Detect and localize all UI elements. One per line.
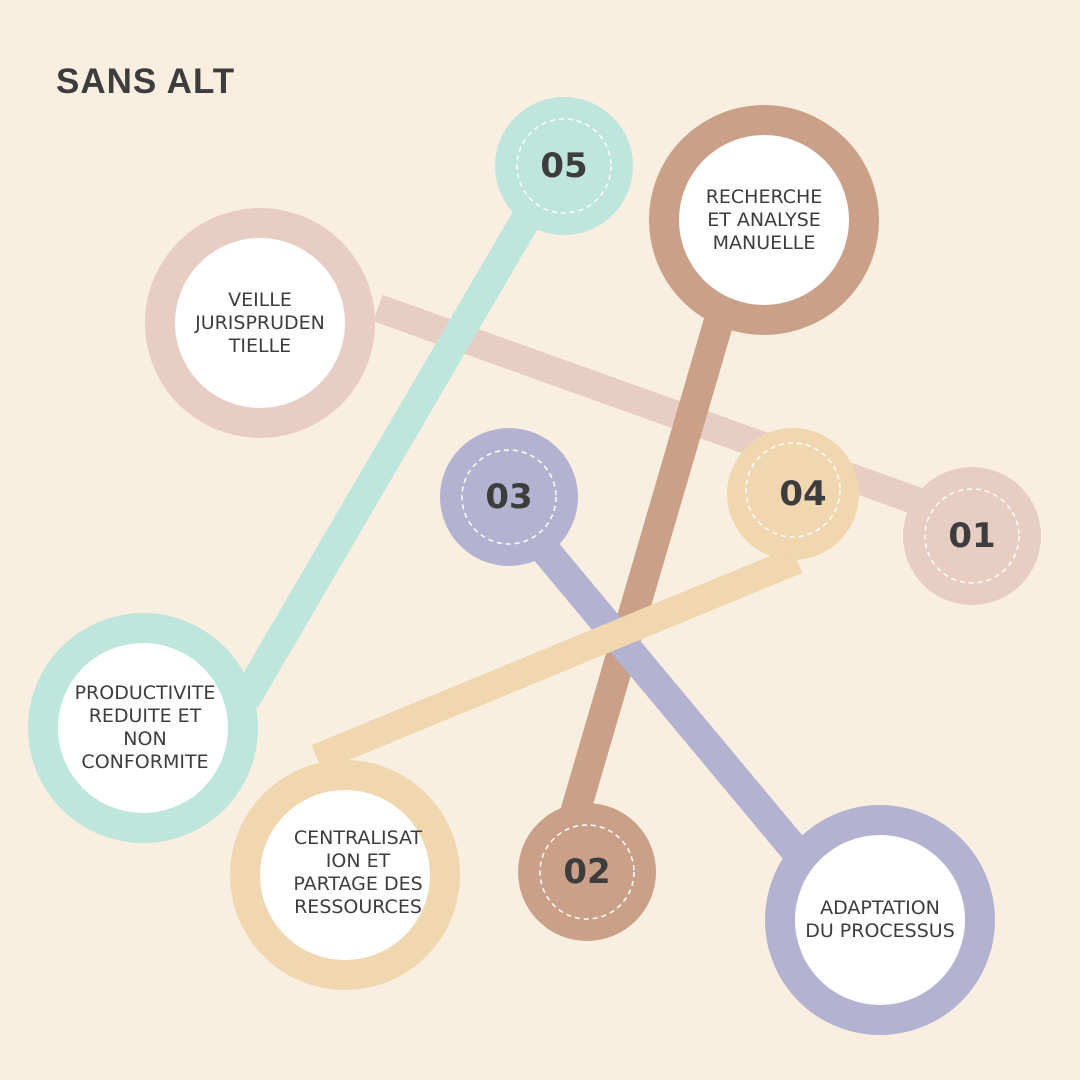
step-number-01: 01 (948, 516, 996, 556)
number-ring-01 (924, 488, 1020, 584)
step-label-01: VEILLE JURISPRUDEN TIELLE (195, 288, 325, 357)
label-circle-01 (145, 208, 375, 438)
step-number-04: 04 (779, 474, 827, 514)
number-circle-03 (440, 428, 578, 566)
label-circle-02 (649, 105, 879, 335)
step-number-02: 02 (563, 852, 611, 892)
step-number-03: 03 (485, 477, 533, 517)
connector-05 (232, 187, 553, 708)
connector-04 (311, 547, 803, 771)
step-label-02: RECHERCHE ET ANALYSE MANUELLE (705, 185, 823, 254)
number-circle-04 (727, 428, 859, 560)
step-label-05: PRODUCTIVITE REDUITE ET NON CONFORMITE (74, 682, 216, 773)
step-label-04: CENTRALISAT ION ET PARTAGE DES RESSOURCE… (293, 827, 423, 918)
number-circle-05 (495, 97, 633, 235)
step-number-05: 05 (540, 146, 588, 186)
label-circle-04 (230, 760, 460, 990)
connector-01 (373, 294, 975, 534)
number-ring-03 (461, 449, 557, 545)
number-circle-02 (518, 803, 656, 941)
connector-03 (508, 510, 832, 890)
label-circle-03 (765, 805, 995, 1035)
number-ring-05 (516, 118, 612, 214)
connector-02 (555, 295, 740, 835)
number-circle-01 (903, 467, 1041, 605)
number-ring-02 (539, 824, 635, 920)
label-circle-05 (28, 613, 258, 843)
page-title: SANS ALT (56, 62, 236, 101)
step-label-03: ADAPTATION DU PROCESSUS (805, 897, 955, 942)
number-ring-04 (745, 442, 841, 538)
